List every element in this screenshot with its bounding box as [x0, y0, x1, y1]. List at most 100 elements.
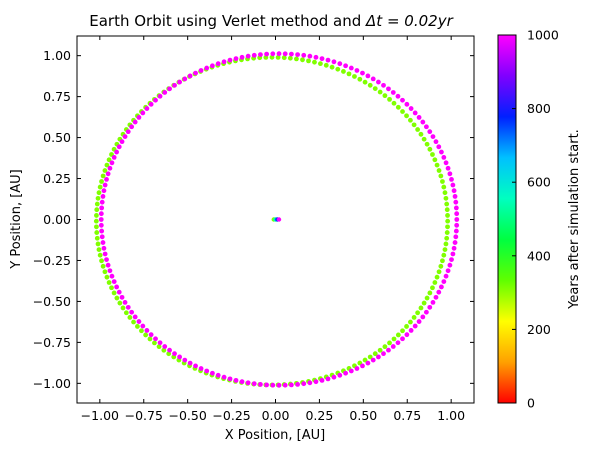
- orbit-point-late: [449, 176, 454, 182]
- orbit-point-late: [258, 382, 263, 387]
- orbit-point-late: [427, 129, 433, 135]
- orbit-point-late: [172, 82, 177, 88]
- colorbar-ticks: 0 200 400 600 800 1000: [512, 28, 559, 411]
- orbit-point-early: [404, 324, 409, 329]
- orbit-point-early: [94, 235, 100, 241]
- y-tick-label: 0.50: [43, 130, 71, 145]
- orbit-point-late: [307, 53, 313, 59]
- orbit-point-late: [390, 90, 396, 95]
- orbit-point-early: [387, 340, 392, 346]
- orbit-point-late: [182, 76, 188, 82]
- orbit-point-late: [337, 61, 343, 67]
- orbit-point-early: [400, 109, 405, 114]
- orbit-point-late: [264, 382, 270, 388]
- orbit-point-late: [144, 328, 150, 333]
- orbit-point-late: [140, 323, 146, 329]
- orbit-point-late: [412, 110, 418, 116]
- orbit-point-late: [144, 106, 150, 111]
- orbit-point-early: [445, 218, 451, 224]
- orbit-point-late: [313, 379, 319, 385]
- orbit-point-late: [319, 377, 325, 383]
- orbit-point-late: [125, 129, 131, 135]
- x-tick-label: 0.75: [393, 408, 421, 423]
- orbit-point-late: [436, 144, 442, 150]
- orbit-point-late: [204, 65, 210, 71]
- orbit-point-early: [106, 280, 112, 285]
- orbit-point-late: [416, 319, 422, 324]
- orbit-point-late: [454, 211, 460, 217]
- orbit-point-early: [294, 56, 299, 62]
- orbit-point-early: [441, 184, 447, 190]
- orbit-point-late: [210, 63, 215, 69]
- orbit-point-early: [102, 168, 108, 173]
- orbit-point-late: [210, 370, 215, 376]
- orbit-point-early: [352, 74, 357, 79]
- orbit-point-late: [101, 245, 107, 251]
- orbit-point-late: [451, 245, 457, 251]
- orbit-point-early: [94, 224, 99, 230]
- x-tick-label: −0.25: [212, 408, 250, 423]
- orbit-point-early: [387, 96, 392, 102]
- y-axis-ticks: −1.00 −0.75 −0.50 −0.25 0.00 0.25 0.50 0.75 1.00: [33, 48, 474, 391]
- orbit-point-early: [102, 269, 108, 275]
- orbit-point-early: [94, 230, 100, 235]
- orbit-point-early: [306, 58, 311, 64]
- y-tick-label: −0.25: [33, 253, 71, 268]
- orbit-point-early: [143, 332, 149, 338]
- orbit-point-late: [386, 347, 391, 353]
- orbit-point-early: [404, 113, 409, 119]
- orbit-point-early: [147, 336, 153, 342]
- orbit-point-late: [412, 323, 418, 329]
- orbit-point-late: [404, 101, 410, 107]
- orbit-point-late: [331, 59, 337, 65]
- orbit-point-late: [423, 124, 429, 130]
- orbit-point-early: [421, 300, 427, 306]
- orbit-point-late: [447, 262, 453, 268]
- orbit-point-late: [114, 149, 120, 155]
- orbit-point-late: [331, 374, 337, 380]
- orbit-point-early: [318, 61, 323, 67]
- orbit-point-early: [443, 241, 449, 247]
- orbit-point-late: [452, 240, 458, 245]
- orbit-point-early: [106, 157, 112, 163]
- orbit-point-late: [313, 54, 319, 60]
- orbit-point-early: [99, 179, 104, 184]
- orbit-point-late: [148, 332, 154, 338]
- orbit-point-late: [167, 86, 172, 92]
- orbit-point-late: [233, 377, 239, 383]
- orbit-point-late: [365, 360, 371, 366]
- orbit-point-late: [325, 376, 331, 382]
- orbit-point-early: [152, 340, 157, 346]
- orbit-point-early: [114, 295, 120, 301]
- orbit-point-late: [157, 93, 163, 99]
- orbit-point-late: [453, 234, 459, 240]
- orbit-point-early: [400, 328, 405, 334]
- orbit-point-early: [427, 146, 433, 152]
- orbit-point-late: [105, 171, 111, 177]
- y-tick-label: −0.75: [33, 335, 71, 350]
- orbit-point-early: [120, 305, 126, 311]
- orbit-point-late: [445, 268, 451, 274]
- orbit-point-late: [114, 284, 120, 290]
- orbit-point-late: [276, 382, 282, 388]
- orbit-point-late: [119, 294, 125, 300]
- orbit-point-early: [415, 310, 421, 316]
- orbit-point-early: [362, 357, 368, 363]
- orbit-point-early: [438, 173, 444, 179]
- orbit-point-late: [107, 165, 113, 171]
- orbit-point-late: [453, 199, 459, 205]
- orbit-point-early: [411, 315, 417, 320]
- colorbar-tick-label: 1000: [527, 28, 559, 43]
- orbit-point-early: [427, 290, 433, 296]
- y-tick-label: −0.50: [33, 294, 71, 309]
- orbit-point-late: [116, 144, 122, 150]
- orbit-point-late: [282, 382, 288, 388]
- orbit-point-late: [100, 194, 106, 199]
- orbit-point-late: [107, 268, 113, 274]
- orbit-point-late: [441, 154, 447, 160]
- orbit-point-late: [370, 76, 376, 82]
- orbit-point-early: [94, 213, 99, 218]
- orbit-point-late: [251, 381, 257, 387]
- orbit-point-early: [95, 241, 101, 247]
- orbit-point-early: [444, 201, 450, 207]
